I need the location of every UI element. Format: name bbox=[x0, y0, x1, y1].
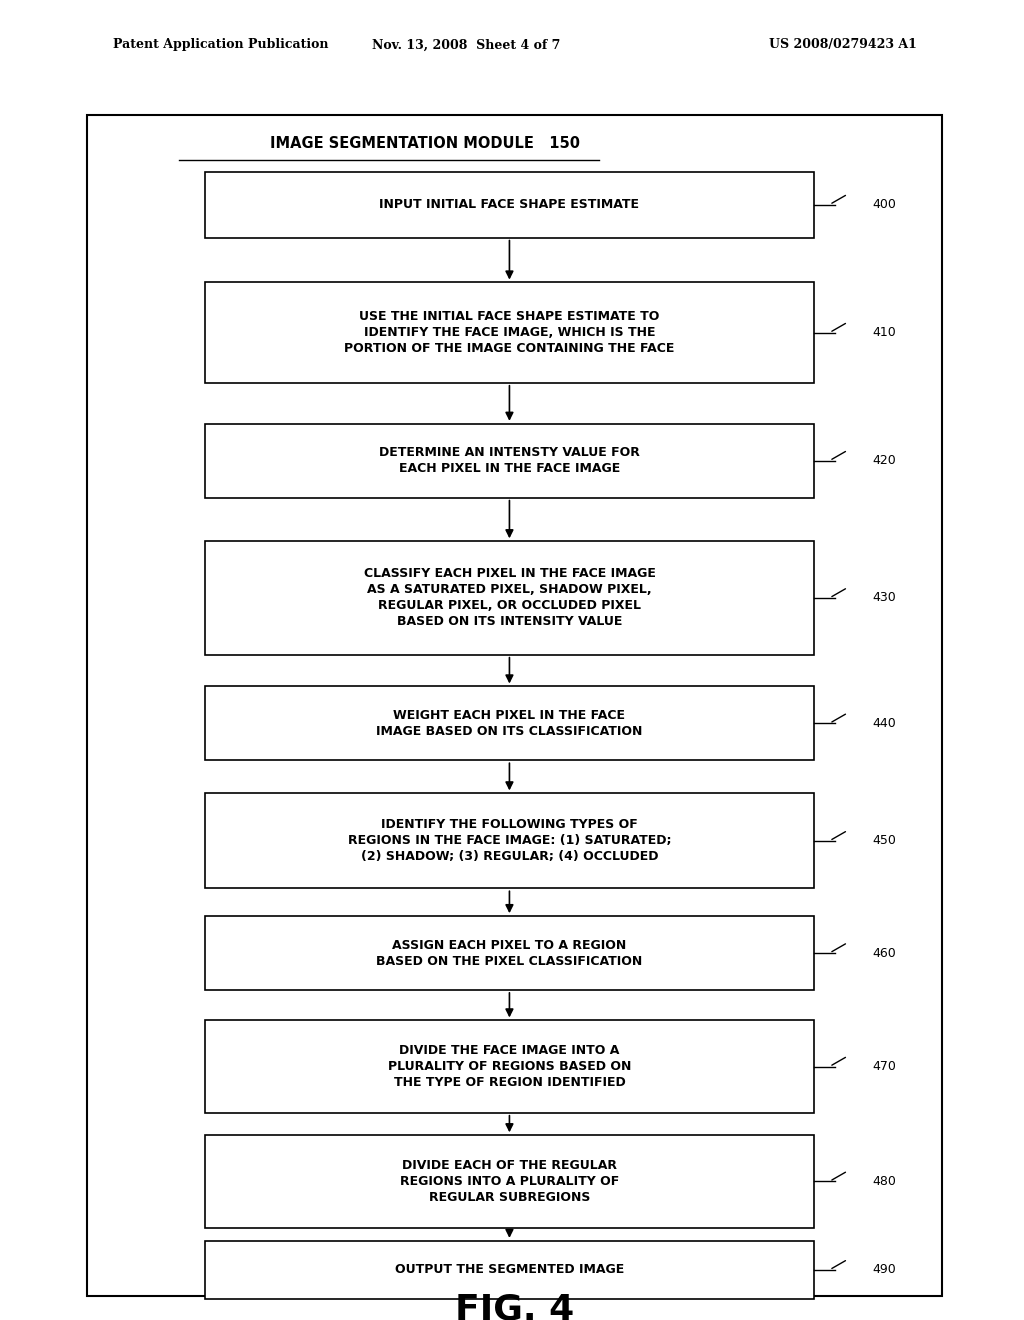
Text: Patent Application Publication: Patent Application Publication bbox=[113, 38, 328, 51]
Text: DETERMINE AN INTENSTY VALUE FOR
EACH PIXEL IN THE FACE IMAGE: DETERMINE AN INTENSTY VALUE FOR EACH PIX… bbox=[379, 446, 640, 475]
Bar bbox=[205, 282, 814, 383]
Text: IDENTIFY THE FOLLOWING TYPES OF
REGIONS IN THE FACE IMAGE: (1) SATURATED;
(2) SH: IDENTIFY THE FOLLOWING TYPES OF REGIONS … bbox=[348, 818, 671, 863]
Text: 400: 400 bbox=[872, 198, 896, 211]
Text: 490: 490 bbox=[872, 1263, 896, 1276]
Bar bbox=[205, 686, 814, 760]
Text: 470: 470 bbox=[872, 1060, 896, 1073]
Text: FIG. 4: FIG. 4 bbox=[456, 1292, 574, 1320]
Bar bbox=[205, 1135, 814, 1228]
Text: 480: 480 bbox=[872, 1175, 896, 1188]
Text: ASSIGN EACH PIXEL TO A REGION
BASED ON THE PIXEL CLASSIFICATION: ASSIGN EACH PIXEL TO A REGION BASED ON T… bbox=[376, 939, 643, 968]
Text: USE THE INITIAL FACE SHAPE ESTIMATE TO
IDENTIFY THE FACE IMAGE, WHICH IS THE
POR: USE THE INITIAL FACE SHAPE ESTIMATE TO I… bbox=[344, 310, 675, 355]
Bar bbox=[205, 916, 814, 990]
Bar bbox=[205, 793, 814, 888]
Bar bbox=[205, 541, 814, 655]
Bar bbox=[205, 424, 814, 498]
Text: WEIGHT EACH PIXEL IN THE FACE
IMAGE BASED ON ITS CLASSIFICATION: WEIGHT EACH PIXEL IN THE FACE IMAGE BASE… bbox=[376, 709, 643, 738]
Text: 440: 440 bbox=[872, 717, 896, 730]
Text: CLASSIFY EACH PIXEL IN THE FACE IMAGE
AS A SATURATED PIXEL, SHADOW PIXEL,
REGULA: CLASSIFY EACH PIXEL IN THE FACE IMAGE AS… bbox=[364, 568, 655, 628]
Text: 450: 450 bbox=[872, 834, 896, 847]
Text: Nov. 13, 2008  Sheet 4 of 7: Nov. 13, 2008 Sheet 4 of 7 bbox=[372, 38, 560, 51]
Text: OUTPUT THE SEGMENTED IMAGE: OUTPUT THE SEGMENTED IMAGE bbox=[395, 1263, 624, 1276]
Text: US 2008/0279423 A1: US 2008/0279423 A1 bbox=[769, 38, 916, 51]
Bar bbox=[205, 172, 814, 238]
Bar bbox=[205, 1020, 814, 1113]
Text: IMAGE SEGMENTATION MODULE   150: IMAGE SEGMENTATION MODULE 150 bbox=[270, 136, 580, 152]
Text: 410: 410 bbox=[872, 326, 896, 339]
Text: 460: 460 bbox=[872, 946, 896, 960]
Text: 420: 420 bbox=[872, 454, 896, 467]
Bar bbox=[205, 1241, 814, 1299]
Text: INPUT INITIAL FACE SHAPE ESTIMATE: INPUT INITIAL FACE SHAPE ESTIMATE bbox=[380, 198, 639, 211]
Text: DIVIDE EACH OF THE REGULAR
REGIONS INTO A PLURALITY OF
REGULAR SUBREGIONS: DIVIDE EACH OF THE REGULAR REGIONS INTO … bbox=[399, 1159, 620, 1204]
Text: DIVIDE THE FACE IMAGE INTO A
PLURALITY OF REGIONS BASED ON
THE TYPE OF REGION ID: DIVIDE THE FACE IMAGE INTO A PLURALITY O… bbox=[388, 1044, 631, 1089]
Bar bbox=[87, 115, 942, 1296]
Text: 430: 430 bbox=[872, 591, 896, 605]
